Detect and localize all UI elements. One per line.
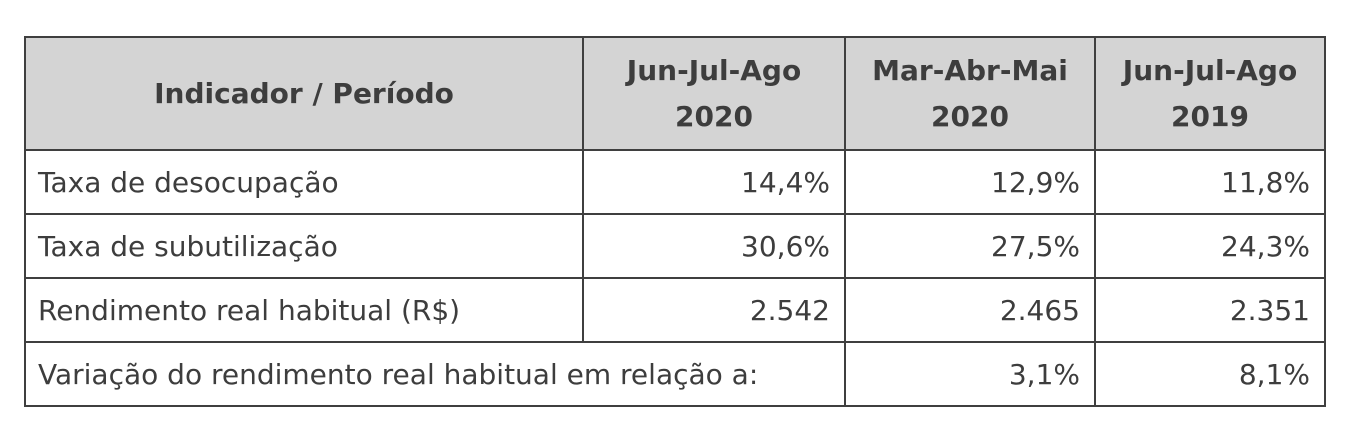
header-period: Jun-Jul-Ago [626, 53, 802, 87]
cell-value: 2.465 [844, 277, 1096, 343]
table-body: Taxa de desocupação 14,4% 12,9% 11,8% Ta… [24, 149, 1326, 407]
cell-value: 11,8% [1094, 149, 1326, 215]
cell-value: 3,1% [844, 341, 1096, 407]
cell-value: 8,1% [1094, 341, 1326, 407]
header-label: Indicador / Período [154, 76, 454, 110]
header-indicator-period: Indicador / Período [24, 36, 584, 151]
header-year: 2019 [1171, 99, 1249, 133]
header-year: 2020 [675, 99, 753, 133]
cell-value: 30,6% [582, 213, 846, 279]
header-year: 2020 [931, 99, 1009, 133]
cell-value: 12,9% [844, 149, 1096, 215]
header-jun-jul-ago-2020: Jun-Jul-Ago 2020 [582, 36, 846, 151]
header-period: Mar-Abr-Mai [872, 53, 1068, 87]
table-row-underutilization-rate: Taxa de subutilização 30,6% 27,5% 24,3% [24, 213, 1326, 279]
table-header: Indicador / Período Jun-Jul-Ago 2020 Mar… [24, 36, 1326, 151]
table-row-real-income: Rendimento real habitual (R$) 2.542 2.46… [24, 277, 1326, 343]
table-row-unemployment-rate: Taxa de desocupação 14,4% 12,9% 11,8% [24, 149, 1326, 215]
cell-value: 2.351 [1094, 277, 1326, 343]
indicators-table: Indicador / Período Jun-Jul-Ago 2020 Mar… [24, 36, 1326, 407]
row-label: Taxa de desocupação [24, 149, 584, 215]
cell-value: 27,5% [844, 213, 1096, 279]
cell-value: 2.542 [582, 277, 846, 343]
row-label: Rendimento real habitual (R$) [24, 277, 584, 343]
cell-value: 24,3% [1094, 213, 1326, 279]
header-mar-abr-mai-2020: Mar-Abr-Mai 2020 [844, 36, 1096, 151]
header-row: Indicador / Período Jun-Jul-Ago 2020 Mar… [24, 36, 1326, 151]
header-jun-jul-ago-2019: Jun-Jul-Ago 2019 [1094, 36, 1326, 151]
cell-value: 14,4% [582, 149, 846, 215]
table-row-income-variation: Variação do rendimento real habitual em … [24, 341, 1326, 407]
header-period: Jun-Jul-Ago [1122, 53, 1298, 87]
row-label: Taxa de subutilização [24, 213, 584, 279]
row-label: Variação do rendimento real habitual em … [24, 341, 846, 407]
